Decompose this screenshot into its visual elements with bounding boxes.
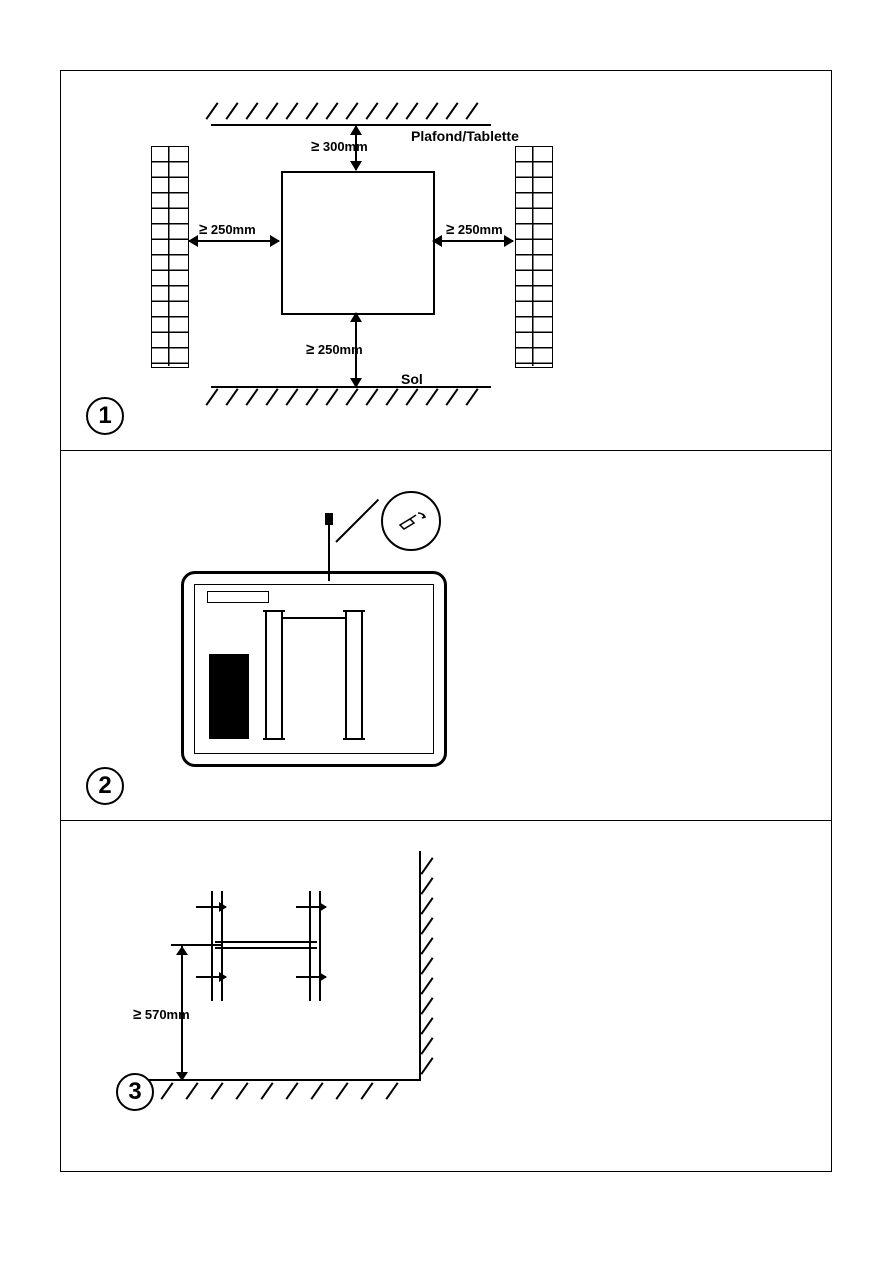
tv-inner-frame xyxy=(194,584,434,754)
crossbar xyxy=(283,617,345,619)
direction-arrow-1 xyxy=(196,906,226,908)
top-slot xyxy=(207,591,269,603)
callout-detail xyxy=(381,491,441,551)
right-wall xyxy=(515,146,551,366)
floor-clearance-label: ≥ 570mm xyxy=(133,1006,190,1023)
wall-mount-figure: ≥ 570mm xyxy=(131,851,431,1131)
wall-hatching xyxy=(421,851,441,1081)
component-block xyxy=(209,654,249,739)
direction-arrow-3 xyxy=(296,906,326,908)
right-clearance-arrow xyxy=(433,240,513,242)
dim-extension-top xyxy=(171,944,221,946)
appliance-outline xyxy=(281,171,435,315)
screw-detail-icon xyxy=(396,509,426,533)
step-number-3: 3 xyxy=(116,1073,154,1111)
clearance-figure: ≥ 300mm ≥ 250mm ≥ 250mm ≥ 250mm Plafond/… xyxy=(151,96,551,416)
direction-arrow-4 xyxy=(296,976,326,978)
tv-body xyxy=(181,571,447,767)
step-number-1: 1 xyxy=(86,397,124,435)
floor-hatching-p3 xyxy=(131,1081,421,1101)
direction-arrow-2 xyxy=(196,976,226,978)
screwdriver-icon xyxy=(328,521,330,581)
page-frame: ≥ 300mm ≥ 250mm ≥ 250mm ≥ 250mm Plafond/… xyxy=(60,70,832,1172)
bottom-clearance-label: ≥ 250mm xyxy=(306,341,363,358)
wall-bracket xyxy=(211,891,351,1001)
top-clearance-label: ≥ 300mm xyxy=(311,138,368,155)
left-wall xyxy=(151,146,187,366)
right-clearance-label: ≥ 250mm xyxy=(446,221,503,238)
panel-clearance-diagram: ≥ 300mm ≥ 250mm ≥ 250mm ≥ 250mm Plafond/… xyxy=(61,71,831,451)
floor-label: Sol xyxy=(401,371,423,387)
bracket-right xyxy=(345,610,363,740)
step-number-2: 2 xyxy=(86,767,124,805)
ceiling-hatching xyxy=(211,101,491,125)
ceiling-label: Plafond/Tablette xyxy=(411,128,519,144)
bracket-crossbar xyxy=(215,941,317,943)
panel-wall-mount: ≥ 570mm 3 xyxy=(61,821,831,1171)
callout-leader xyxy=(335,499,379,543)
bracket-left xyxy=(265,610,283,740)
left-clearance-label: ≥ 250mm xyxy=(199,221,256,238)
tv-back-figure xyxy=(181,491,481,771)
panel-mount-back: 2 xyxy=(61,451,831,821)
floor-hatching xyxy=(211,387,491,411)
left-clearance-arrow xyxy=(189,240,279,242)
